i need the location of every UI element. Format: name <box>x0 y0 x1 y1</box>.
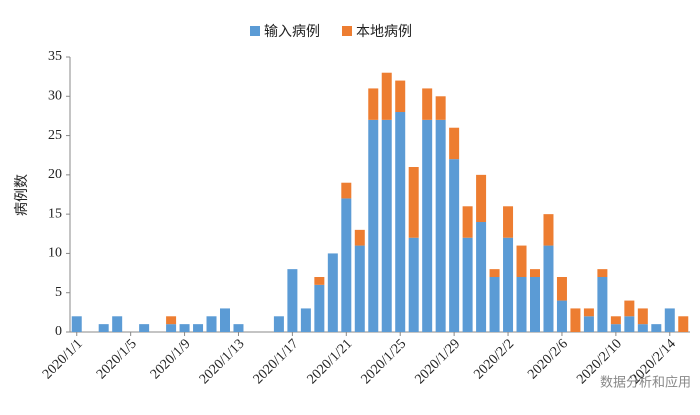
bar-segment <box>503 237 514 332</box>
bar-segment <box>610 324 621 332</box>
y-tick-label: 15 <box>48 206 62 221</box>
x-tick-label: 2020/1/5 <box>94 336 140 382</box>
bar-segment <box>476 174 487 222</box>
bar-segment <box>489 269 500 277</box>
bar-segment <box>368 119 379 332</box>
bar-segment <box>597 277 608 332</box>
y-tick-label: 35 <box>48 49 62 64</box>
legend-label: 本地病例 <box>356 24 412 40</box>
bar-segment <box>583 316 594 332</box>
bar-segment <box>422 119 433 332</box>
bar-segment <box>233 324 244 332</box>
bar-segment <box>503 206 514 238</box>
bar-segment <box>556 300 567 332</box>
bar-segment <box>314 284 325 332</box>
bar-segment <box>422 88 433 120</box>
bar-segment <box>408 167 419 238</box>
bar-segment <box>664 308 675 332</box>
bar-segment <box>597 269 608 277</box>
bar-segment <box>637 308 648 325</box>
bar-segment <box>179 324 190 332</box>
bar-segment <box>543 245 554 332</box>
y-tick-label: 20 <box>48 167 62 182</box>
bar-segment <box>408 237 419 332</box>
bar-segment <box>476 222 487 332</box>
bar-segment <box>287 269 298 332</box>
bar-segment <box>543 214 554 246</box>
bar-segment <box>449 127 460 160</box>
bar-segment <box>624 300 635 317</box>
x-tick-label: 2020/1/13 <box>197 336 248 387</box>
bar-segment <box>354 245 365 332</box>
bar-segment <box>556 277 567 301</box>
bar-segment <box>462 237 473 332</box>
bar-segment <box>462 206 473 238</box>
bar-segment <box>651 324 662 332</box>
x-tick-label: 2020/1/21 <box>305 336 356 387</box>
bar-segment <box>435 119 446 332</box>
bar-segment <box>516 245 527 277</box>
x-tick-label: 2020/1/25 <box>359 336 410 387</box>
x-tick-label: 2020/1/1 <box>40 336 86 382</box>
bar-segment <box>71 316 82 332</box>
legend-swatch <box>342 26 352 36</box>
watermark: 数据分析和应用 <box>600 375 691 391</box>
bar-segment <box>489 277 500 332</box>
x-tick-label: 2020/1/9 <box>148 336 194 382</box>
bar-segment <box>516 277 527 332</box>
bar-segment <box>624 316 635 332</box>
legend-label: 输入病例 <box>264 24 320 40</box>
y-tick-label: 5 <box>55 285 62 300</box>
x-tick-label: 2020/1/29 <box>412 336 463 387</box>
bar-segment <box>354 229 365 246</box>
bar-segment <box>381 72 392 120</box>
bar-segment <box>341 198 352 332</box>
bar-segment <box>395 112 406 332</box>
bar-segment <box>610 316 621 325</box>
bar-segment <box>381 119 392 332</box>
bar-segment <box>112 316 123 332</box>
bar-segment <box>314 277 325 285</box>
bar-segment <box>637 324 648 332</box>
y-tick-label: 25 <box>48 128 62 143</box>
bar-segment <box>206 316 217 332</box>
bar-segment <box>327 253 338 332</box>
bar-segment <box>220 308 230 332</box>
bar-segment <box>341 182 352 199</box>
bar-segment <box>98 324 109 332</box>
bar-segment <box>570 308 581 332</box>
bar-segment <box>530 269 540 277</box>
bar-segment <box>449 159 460 332</box>
y-tick-label: 10 <box>48 246 62 261</box>
y-axis-label: 病例数 <box>14 174 30 216</box>
bar-segment <box>300 308 311 332</box>
bar-segment <box>435 96 446 120</box>
bar-segment <box>530 277 540 332</box>
bar-segment <box>166 316 177 325</box>
y-tick-label: 0 <box>55 324 62 339</box>
bar-segment <box>395 80 406 112</box>
x-tick-label: 2020/1/17 <box>251 336 302 387</box>
bar-segment <box>166 324 177 332</box>
bar-segment <box>678 316 689 332</box>
bar-segment <box>193 324 204 332</box>
y-tick-label: 30 <box>48 89 62 104</box>
bar-segment <box>583 308 594 317</box>
legend-swatch <box>250 26 260 36</box>
bar-segment <box>273 316 284 332</box>
x-tick-label: 2020/2/6 <box>525 336 571 382</box>
x-tick-label: 2020/2/2 <box>471 336 517 382</box>
bar-segment <box>139 324 150 332</box>
bar-segment <box>368 88 379 120</box>
